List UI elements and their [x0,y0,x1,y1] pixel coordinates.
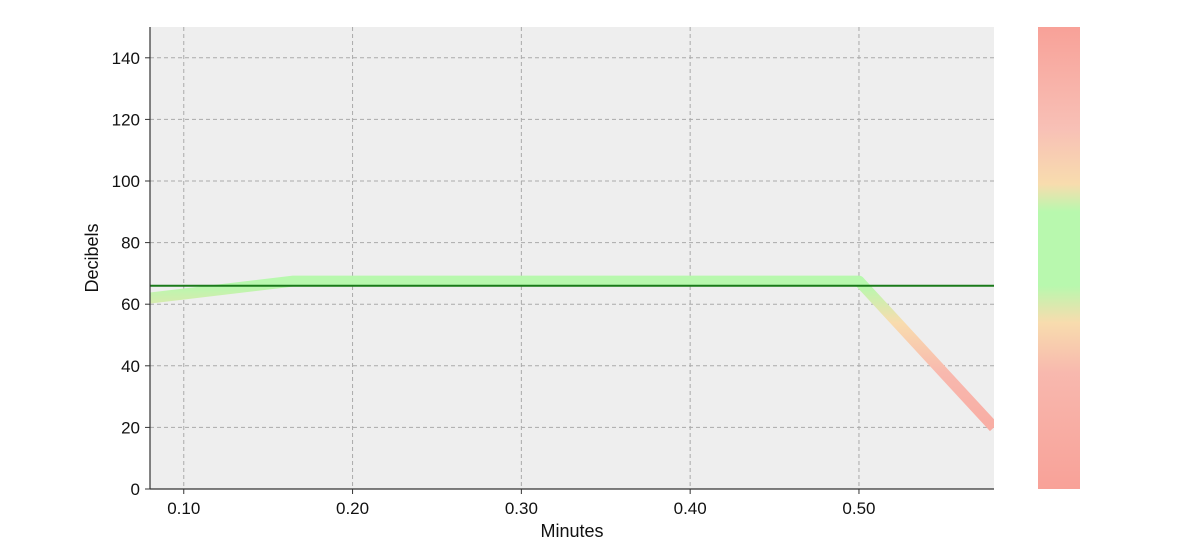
y-tick-label: 40 [121,357,140,376]
y-tick-label: 120 [112,110,140,129]
y-axis-label: Decibels [82,223,102,292]
x-tick-label: 0.10 [167,499,200,518]
y-tick-label: 140 [112,49,140,68]
y-tick-label: 0 [131,480,140,499]
x-tick-label: 0.30 [505,499,538,518]
series-line [150,275,994,432]
plot-area [150,27,994,489]
colorbar [1038,27,1080,489]
y-tick-label: 80 [121,234,140,253]
x-tick-label: 0.20 [336,499,369,518]
y-tick-label: 100 [112,172,140,191]
y-tick-label: 20 [121,418,140,437]
y-tick-label: 60 [121,295,140,314]
x-tick-label: 0.40 [674,499,707,518]
x-axis-label: Minutes [540,521,603,541]
x-tick-label: 0.50 [842,499,875,518]
